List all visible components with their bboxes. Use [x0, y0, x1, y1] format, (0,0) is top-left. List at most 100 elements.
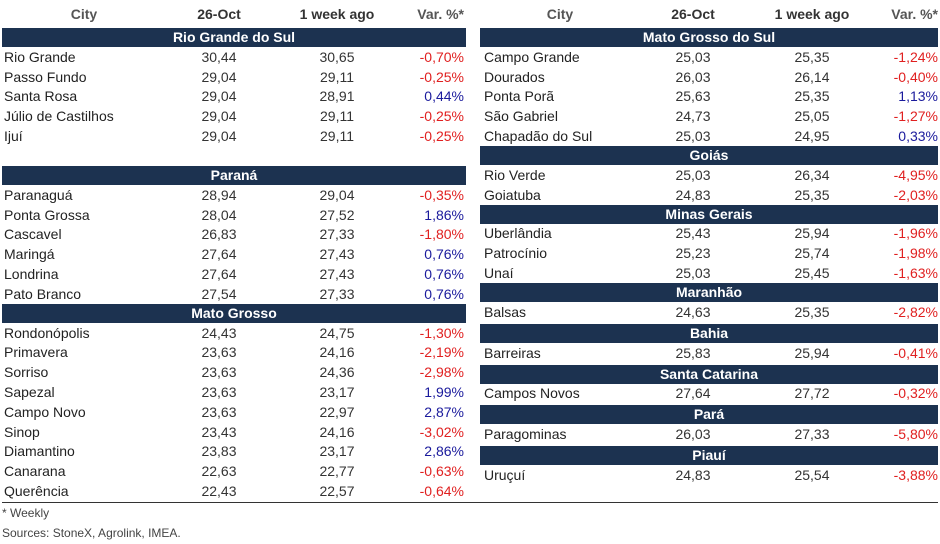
table-row: Uruçuí 24,83 25,54 -3,88% — [480, 465, 938, 485]
table-row: Uberlândia 25,43 25,94 -1,96% — [480, 224, 938, 244]
price-week-ago-cell: 27,43 — [319, 246, 355, 263]
variation-cell: 0,76% — [424, 285, 464, 302]
table-row: Sapezal 23,63 23,17 1,99% — [2, 382, 466, 402]
variation-cell: -1,80% — [419, 226, 464, 243]
price-current-cell: 24,73 — [675, 108, 711, 125]
variation-cell: -0,35% — [419, 186, 464, 203]
city-cell: Sorriso — [4, 364, 49, 381]
table-row: Rio Verde 25,03 26,34 -4,95% — [480, 165, 938, 185]
price-current-cell: 24,63 — [675, 303, 711, 320]
region-header: Rio Grande do Sul — [2, 28, 466, 47]
price-current-cell: 24,83 — [675, 186, 711, 203]
table-row: Passo Fundo 29,04 29,11 -0,25% — [2, 67, 466, 87]
table-row: Balsas 24,63 25,35 -2,82% — [480, 302, 938, 322]
price-week-ago-cell: 24,36 — [319, 364, 355, 381]
table-row: Santa Rosa 29,04 28,91 0,44% — [2, 87, 466, 107]
table-row: Paragominas 26,03 27,33 -5,80% — [480, 424, 938, 444]
price-current-cell: 29,04 — [201, 128, 237, 145]
price-current-cell: 25,03 — [675, 128, 711, 145]
table-row: São Gabriel 24,73 25,05 -1,27% — [480, 106, 938, 126]
region-group: Maranhão Balsas 24,63 25,35 -2,82% — [480, 282, 938, 324]
price-current-cell: 27,54 — [201, 285, 237, 302]
region-group: Piauí Uruçuí 24,83 25,54 -3,88% — [480, 446, 938, 485]
price-week-ago-cell: 26,14 — [794, 68, 830, 85]
price-current-cell: 24,83 — [675, 467, 711, 484]
region-group: Bahia Barreiras 25,83 25,94 -0,41% — [480, 323, 938, 365]
table-row: Sorriso 23,63 24,36 -2,98% — [2, 362, 466, 382]
city-cell: Balsas — [484, 303, 527, 320]
region-header: Maranhão — [480, 282, 938, 302]
price-week-ago-cell: 29,11 — [320, 108, 354, 125]
price-current-cell: 26,03 — [675, 426, 711, 443]
price-week-ago-cell: 26,34 — [794, 166, 830, 183]
table-row: Goiatuba 24,83 25,35 -2,03% — [480, 185, 938, 205]
price-week-ago-cell: 25,94 — [794, 225, 830, 242]
variation-cell: -0,25% — [419, 128, 464, 145]
column-header-row: City 26-Oct 1 week ago Var. %* — [2, 0, 466, 28]
column-header-date: 26-Oct — [197, 6, 241, 22]
region-group: Pará Paragominas 26,03 27,33 -5,80% — [480, 405, 938, 446]
city-cell: Londrina — [4, 266, 59, 283]
price-week-ago-cell: 27,72 — [794, 385, 830, 402]
price-current-cell: 27,64 — [201, 266, 237, 283]
price-current-cell: 25,03 — [675, 166, 711, 183]
left-price-table: City 26-Oct 1 week ago Var. %* Rio Grande do… — [2, 0, 466, 501]
table-row: Chapadão do Sul 25,03 24,95 0,33% — [480, 126, 938, 146]
table-row: Dourados 26,03 26,14 -0,40% — [480, 67, 938, 87]
region-header: Minas Gerais — [480, 204, 938, 224]
price-current-cell: 23,43 — [201, 423, 237, 440]
price-week-ago-cell: 27,52 — [319, 206, 355, 223]
table-row: Campo Grande 25,03 25,35 -1,24% — [480, 47, 938, 67]
city-cell: Uruçuí — [484, 467, 526, 484]
city-cell: Campo Grande — [484, 48, 580, 65]
city-cell: Campo Novo — [4, 403, 86, 420]
price-week-ago-cell: 24,16 — [319, 344, 355, 361]
price-current-cell: 27,64 — [675, 385, 711, 402]
price-current-cell: 23,83 — [201, 443, 237, 460]
variation-cell: -1,24% — [893, 48, 938, 65]
table-footer: * Weekly Sources: StoneX, Agrolink, IMEA… — [2, 502, 938, 543]
price-week-ago-cell: 27,43 — [319, 266, 355, 283]
region-header: Pará — [480, 405, 938, 425]
variation-cell: -3,02% — [419, 423, 464, 440]
city-cell: Maringá — [4, 246, 55, 263]
variation-cell: -1,30% — [419, 324, 464, 341]
city-cell: Pato Branco — [4, 285, 82, 302]
variation-cell: -1,96% — [893, 225, 938, 242]
region-header: Mato Grosso do Sul — [480, 28, 938, 47]
table-row: Diamantino 23,83 23,17 2,86% — [2, 442, 466, 462]
price-week-ago-cell: 25,05 — [794, 108, 830, 125]
price-week-ago-cell: 27,33 — [319, 285, 355, 302]
region-group: Paraná Paranaguá 28,94 29,04 -0,35% Ponta Gro… — [2, 146, 466, 304]
price-week-ago-cell: 29,11 — [320, 128, 354, 145]
table-row: Paranaguá 28,94 29,04 -0,35% — [2, 185, 466, 205]
city-cell: Ijuí — [4, 128, 23, 145]
variation-cell: 0,76% — [424, 246, 464, 263]
variation-cell: -0,41% — [893, 344, 938, 361]
price-week-ago-cell: 25,54 — [794, 467, 830, 484]
variation-cell: -0,40% — [893, 68, 938, 85]
city-cell: Primavera — [4, 344, 68, 361]
price-week-ago-cell: 25,74 — [794, 245, 830, 262]
city-cell: Rondonópolis — [4, 324, 90, 341]
table-row: Campos Novos 27,64 27,72 -0,32% — [480, 384, 938, 404]
price-week-ago-cell: 24,75 — [319, 324, 355, 341]
table-row: Primavera 23,63 24,16 -2,19% — [2, 343, 466, 363]
city-cell: Chapadão do Sul — [484, 128, 593, 145]
footnote: * Weekly — [2, 506, 50, 520]
region-header: Bahia — [480, 323, 938, 343]
region-header: Santa Catarina — [480, 364, 938, 384]
column-header-week-ago: 1 week ago — [774, 6, 850, 22]
table-row: Maringá 27,64 27,43 0,76% — [2, 244, 466, 264]
price-week-ago-cell: 27,33 — [794, 426, 830, 443]
region-header: Goiás — [480, 145, 938, 165]
city-cell: Paragominas — [484, 426, 567, 443]
table-row: Ponta Grossa 28,04 27,52 1,86% — [2, 205, 466, 225]
city-cell: Paranaguá — [4, 186, 73, 203]
region-group: Rio Grande do Sul Rio Grande 30,44 30,65 -0,… — [2, 28, 466, 146]
city-cell: Patrocínio — [484, 245, 548, 262]
city-cell: Sinop — [4, 423, 40, 440]
variation-cell: 2,87% — [424, 403, 464, 420]
column-header-city: City — [546, 6, 574, 22]
variation-cell: -4,95% — [893, 166, 938, 183]
